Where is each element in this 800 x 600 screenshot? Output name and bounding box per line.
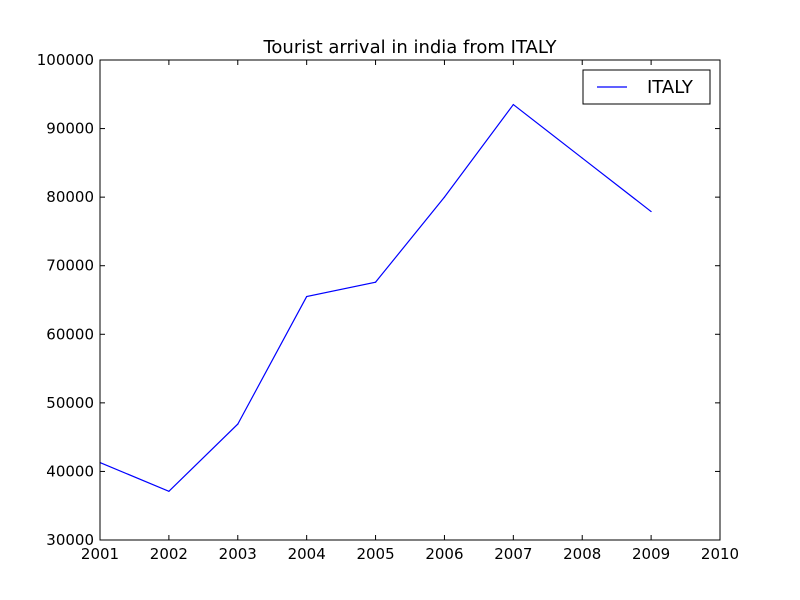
y-tick-label: 30000 bbox=[46, 531, 94, 549]
data-point bbox=[443, 196, 446, 198]
x-tick-label: 2006 bbox=[425, 545, 463, 563]
x-tick-label: 2005 bbox=[356, 545, 394, 563]
data-point bbox=[168, 490, 170, 492]
y-tick-label: 100000 bbox=[37, 51, 94, 69]
axis-tick-labels: 2001 2002 2003 2004 2005 2006 2007 2008 2009 2010… bbox=[37, 51, 739, 563]
y-tick-label: 80000 bbox=[46, 188, 94, 206]
plot-frame bbox=[99, 59, 721, 541]
legend-label: ITALY bbox=[647, 77, 694, 98]
y-tick-label: 60000 bbox=[46, 325, 94, 343]
y-tick-label: 50000 bbox=[46, 394, 94, 412]
x-tick-label: 2004 bbox=[288, 545, 326, 563]
x-tick-label: 2003 bbox=[219, 545, 257, 563]
x-tick-label: 2009 bbox=[632, 545, 670, 563]
x-tick-label: 2007 bbox=[494, 545, 532, 563]
data-point bbox=[374, 281, 377, 283]
data-point bbox=[237, 423, 239, 425]
y-tick-label: 90000 bbox=[46, 120, 94, 138]
data-point bbox=[581, 157, 583, 159]
legend: ITALY bbox=[582, 69, 711, 105]
chart-title: Tourist arrival in india from ITALY bbox=[262, 37, 557, 58]
data-point bbox=[306, 295, 308, 298]
data-point bbox=[512, 103, 514, 106]
x-tick-label: 2008 bbox=[563, 545, 601, 563]
y-tick-label: 40000 bbox=[46, 462, 94, 480]
x-tick-label: 2001 bbox=[81, 545, 119, 563]
y-tick-label: 70000 bbox=[46, 257, 94, 275]
x-tick-label: 2002 bbox=[150, 545, 188, 563]
x-tick-label: 2010 bbox=[701, 545, 739, 563]
data-point bbox=[650, 210, 652, 213]
